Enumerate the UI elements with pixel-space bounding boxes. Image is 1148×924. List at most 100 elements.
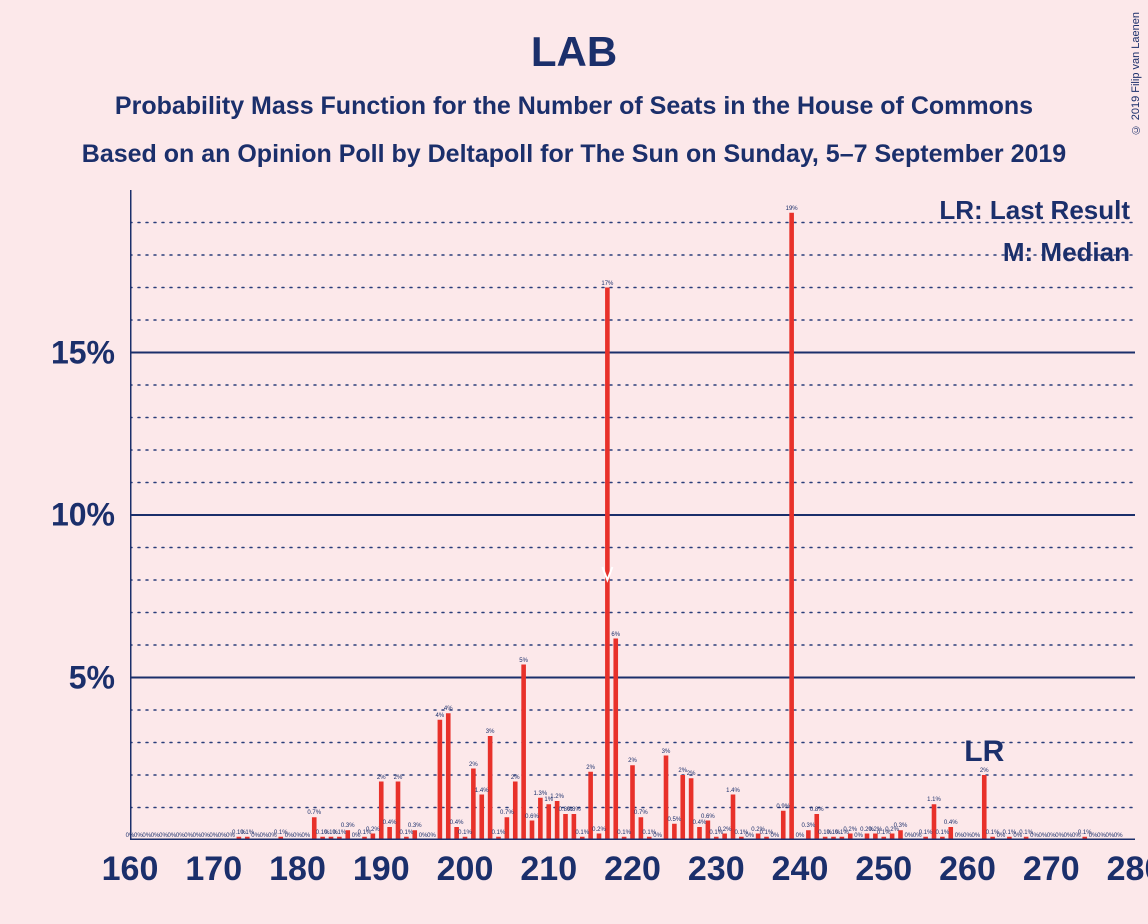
x-axis-tick-label: 240	[772, 850, 829, 889]
bar-value-label: 0%	[1097, 833, 1106, 839]
x-axis-tick-label: 260	[939, 850, 996, 889]
y-axis-tick-label: 5%	[69, 659, 115, 696]
bar-value-label: 0%	[905, 833, 914, 839]
bar-value-label: 0.1%	[575, 830, 589, 836]
bar-value-label: 0.4%	[944, 820, 958, 826]
bar-value-label: 0.7%	[634, 810, 648, 816]
bar-value-label: 0%	[1055, 833, 1064, 839]
bar-value-label: 0.6%	[525, 814, 539, 820]
bar-value-label: 0%	[1030, 833, 1039, 839]
bar-value-label: 19%	[786, 206, 798, 212]
bar-value-label: 5%	[519, 658, 528, 664]
bar-value-label: 2%	[377, 775, 386, 781]
bar-value-label: 0.1%	[936, 830, 950, 836]
bar-value-label: 0%	[184, 833, 193, 839]
bar-value-label: 0%	[159, 833, 168, 839]
bar-value-label: 0%	[293, 833, 302, 839]
bar-value-label: 0%	[1039, 833, 1048, 839]
bar-value-label: 0.3%	[894, 823, 908, 829]
y-axis-tick-label: 10%	[51, 497, 115, 534]
bar-value-label: 0%	[302, 833, 311, 839]
bar-value-label: 0.2%	[718, 827, 732, 833]
bar-value-label: 1.2%	[550, 794, 564, 800]
bar-value-label: 0%	[1106, 833, 1115, 839]
bar-value-label: 1.1%	[927, 797, 941, 803]
bar-value-label: 0%	[955, 833, 964, 839]
plot-area: LR: Last Result M: Median 5%10%15% 16017…	[130, 190, 1135, 840]
x-axis-tick-label: 210	[520, 850, 577, 889]
bar-value-label: 0.2%	[592, 827, 606, 833]
legend-m: M: Median	[939, 232, 1130, 274]
bar-value-label: 2%	[511, 775, 520, 781]
bar-value-label: 0%	[854, 833, 863, 839]
bar-value-label: 4%	[436, 713, 445, 719]
bar-value-label: 0%	[260, 833, 269, 839]
bar-value-label: 0%	[419, 833, 428, 839]
bar-value-label: 6%	[611, 632, 620, 638]
x-axis-tick-label: 160	[102, 850, 159, 889]
bar-value-label: 0.4%	[383, 820, 397, 826]
bar-value-label: 0%	[1047, 833, 1056, 839]
x-axis-tick-label: 270	[1023, 850, 1080, 889]
bar-value-label: 0%	[126, 833, 135, 839]
bar-value-label: 0%	[745, 833, 754, 839]
x-axis-tick-label: 170	[185, 850, 242, 889]
bar-value-label: 0.4%	[693, 820, 707, 826]
bar-value-label: 0.4%	[450, 820, 464, 826]
bar-value-label: 0%	[1089, 833, 1098, 839]
bar-value-label: 0%	[427, 833, 436, 839]
bar-value-label: 3%	[662, 749, 671, 755]
bar-value-label: 0.1%	[458, 830, 472, 836]
bar-value-label: 0.9%	[776, 804, 790, 810]
chart-title: LAB	[0, 28, 1148, 76]
bar-value-label: 1.3%	[534, 791, 548, 797]
bar-value-label: 2%	[394, 775, 403, 781]
bar-value-label: 3%	[486, 729, 495, 735]
x-axis-tick-label: 180	[269, 850, 326, 889]
bar-value-label: 1.4%	[726, 788, 740, 794]
bar-value-label: 0%	[193, 833, 202, 839]
x-axis-tick-label: 200	[437, 850, 494, 889]
bar-value-label: 2%	[586, 765, 595, 771]
bar-value-label: 0.3%	[408, 823, 422, 829]
bar-value-label: 0%	[218, 833, 227, 839]
bar-value-label: 0.1%	[333, 830, 347, 836]
x-axis-tick-label: 190	[353, 850, 410, 889]
chart-subtitle-2: Based on an Opinion Poll by Deltapoll fo…	[0, 140, 1148, 169]
bar-value-label: 0%	[1064, 833, 1073, 839]
bar-value-label: 0%	[653, 833, 662, 839]
bar-value-label: 0%	[285, 833, 294, 839]
bar-value-label: 0.1%	[919, 830, 933, 836]
bar-value-label: 0%	[796, 833, 805, 839]
bar-value-label: 0.2%	[366, 827, 380, 833]
bar-value-label: 0%	[1114, 833, 1123, 839]
x-axis-tick-label: 220	[604, 850, 661, 889]
bar-value-label: 2%	[469, 762, 478, 768]
bar-value-label: 0.1%	[492, 830, 506, 836]
x-axis-tick-label: 280	[1107, 850, 1148, 889]
bar-value-label: 0.7%	[307, 810, 321, 816]
bar-value-label: 0.8%	[810, 807, 824, 813]
bar-value-label: 0.3%	[802, 823, 816, 829]
bar-value-label: 4%	[444, 706, 453, 712]
x-axis-tick-label: 250	[855, 850, 912, 889]
copyright-label: © 2019 Filip van Laenen	[1130, 12, 1142, 135]
bar-value-label: 0%	[168, 833, 177, 839]
bar-value-label: 0%	[771, 833, 780, 839]
x-axis-tick-label: 230	[688, 850, 745, 889]
bar-value-label: 0%	[151, 833, 160, 839]
bar-value-label: 0%	[209, 833, 218, 839]
bar-value-label: 0%	[176, 833, 185, 839]
bar-value-label: 0%	[963, 833, 972, 839]
bar-value-label: 0%	[142, 833, 151, 839]
bar-value-label: 0%	[134, 833, 143, 839]
bar-value-label: 0.1%	[617, 830, 631, 836]
bar-value-label: 1.4%	[475, 788, 489, 794]
bar-value-label: 0%	[251, 833, 260, 839]
lr-marker-label: LR	[964, 735, 1004, 769]
bar-value-label: 0.3%	[341, 823, 355, 829]
bar-value-label: 0.6%	[701, 814, 715, 820]
bar-value-label: 0.2%	[843, 827, 857, 833]
bar-value-label: 0.8%	[567, 807, 581, 813]
y-axis-tick-label: 15%	[51, 334, 115, 371]
